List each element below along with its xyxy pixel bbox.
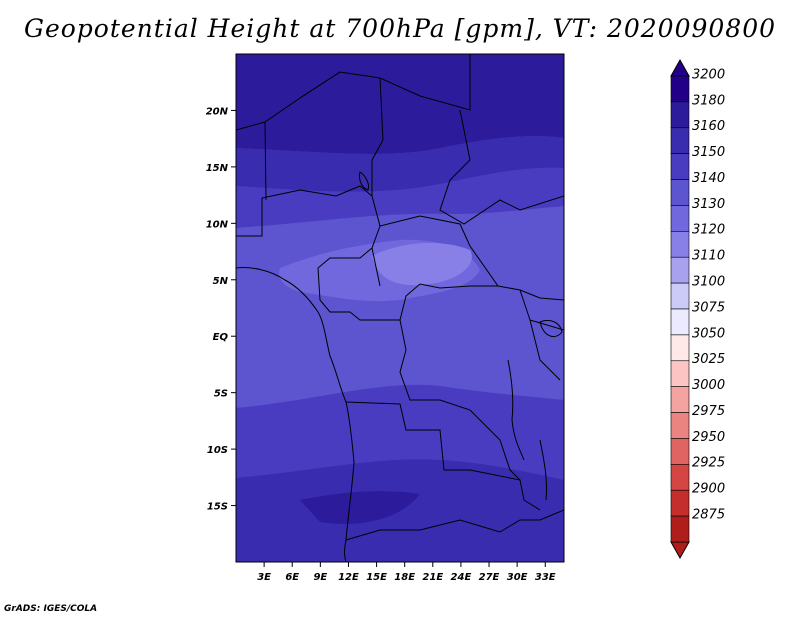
- colorbar-cell: [671, 464, 689, 490]
- colorbar-cell: [671, 283, 689, 309]
- colorbar-label: 3180: [692, 93, 725, 108]
- colorbar-cell: [671, 128, 689, 154]
- colorbar-label: 3025: [692, 352, 725, 367]
- colorbar-cell: [671, 205, 689, 231]
- colorbar-label: 3120: [692, 223, 725, 238]
- colorbar-label: 3150: [692, 145, 725, 160]
- colorbar-label: 2875: [692, 508, 725, 523]
- colorbar-label: 3075: [692, 300, 725, 315]
- colorbar-label: 3100: [692, 275, 725, 290]
- colorbar-cell: [671, 102, 689, 128]
- colorbar-cell: [671, 76, 689, 102]
- colorbar-label: 3160: [692, 119, 725, 134]
- colorbar-label: 2925: [692, 456, 725, 471]
- colorbar-cell: [671, 387, 689, 413]
- colorbar-cell: [671, 438, 689, 464]
- colorbar-cell: [671, 413, 689, 439]
- colorbar-label: 2975: [692, 404, 725, 419]
- colorbar-cells: [671, 60, 689, 558]
- colorbar-cell: [671, 154, 689, 180]
- colorbar-top-arrow: [671, 60, 689, 76]
- colorbar-cell: [671, 231, 689, 257]
- colorbar-cell: [671, 361, 689, 387]
- colorbar-label: 3140: [692, 171, 725, 186]
- colorbar-cell: [671, 490, 689, 516]
- colorbar-label: 3110: [692, 249, 725, 264]
- colorbar-cell: [671, 180, 689, 206]
- colorbar-label: 3130: [692, 197, 725, 212]
- colorbar-label: 2950: [692, 430, 725, 445]
- colorbar-label: 2900: [692, 482, 725, 497]
- colorbar-cell: [671, 516, 689, 542]
- colorbar-bottom-arrow: [671, 542, 689, 558]
- credit-label: GrADS: IGES/COLA: [4, 604, 97, 614]
- colorbar-label: 3200: [692, 67, 725, 82]
- colorbar-labels: 3200 3180 3160 3150 3140 3130 3120 3110 3100 3075…: [692, 67, 725, 522]
- colorbar-cell: [671, 257, 689, 283]
- colorbar-label: 3050: [692, 326, 725, 341]
- colorbar-label: 3000: [692, 378, 725, 393]
- colorbar-cell: [671, 309, 689, 335]
- colorbar-cell: [671, 335, 689, 361]
